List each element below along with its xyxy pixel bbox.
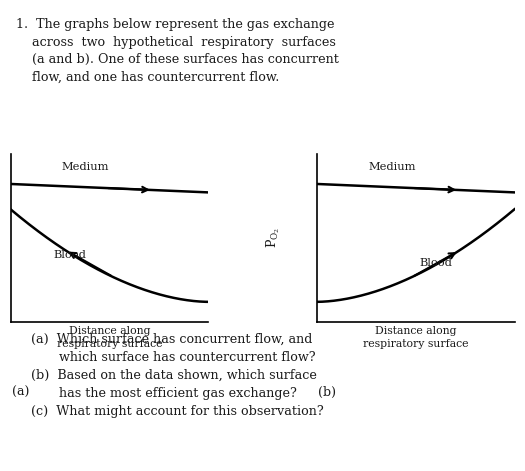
Text: (a): (a) xyxy=(12,386,29,399)
Text: (a)  Which surface has concurrent flow, and
       which surface has countercurr: (a) Which surface has concurrent flow, a… xyxy=(30,333,323,418)
Text: (b): (b) xyxy=(318,386,335,399)
X-axis label: Distance along
respiratory surface: Distance along respiratory surface xyxy=(57,326,162,349)
Text: Blood: Blood xyxy=(54,250,86,260)
Text: Medium: Medium xyxy=(368,162,416,172)
X-axis label: Distance along
respiratory surface: Distance along respiratory surface xyxy=(363,326,468,349)
Text: Blood: Blood xyxy=(419,258,452,268)
Text: 1.  The graphs below represent the gas exchange
    across  two  hypothetical  r: 1. The graphs below represent the gas ex… xyxy=(16,18,339,83)
Text: Medium: Medium xyxy=(62,162,109,172)
Text: P$_{\mathregular{O_2}}$: P$_{\mathregular{O_2}}$ xyxy=(265,227,282,248)
